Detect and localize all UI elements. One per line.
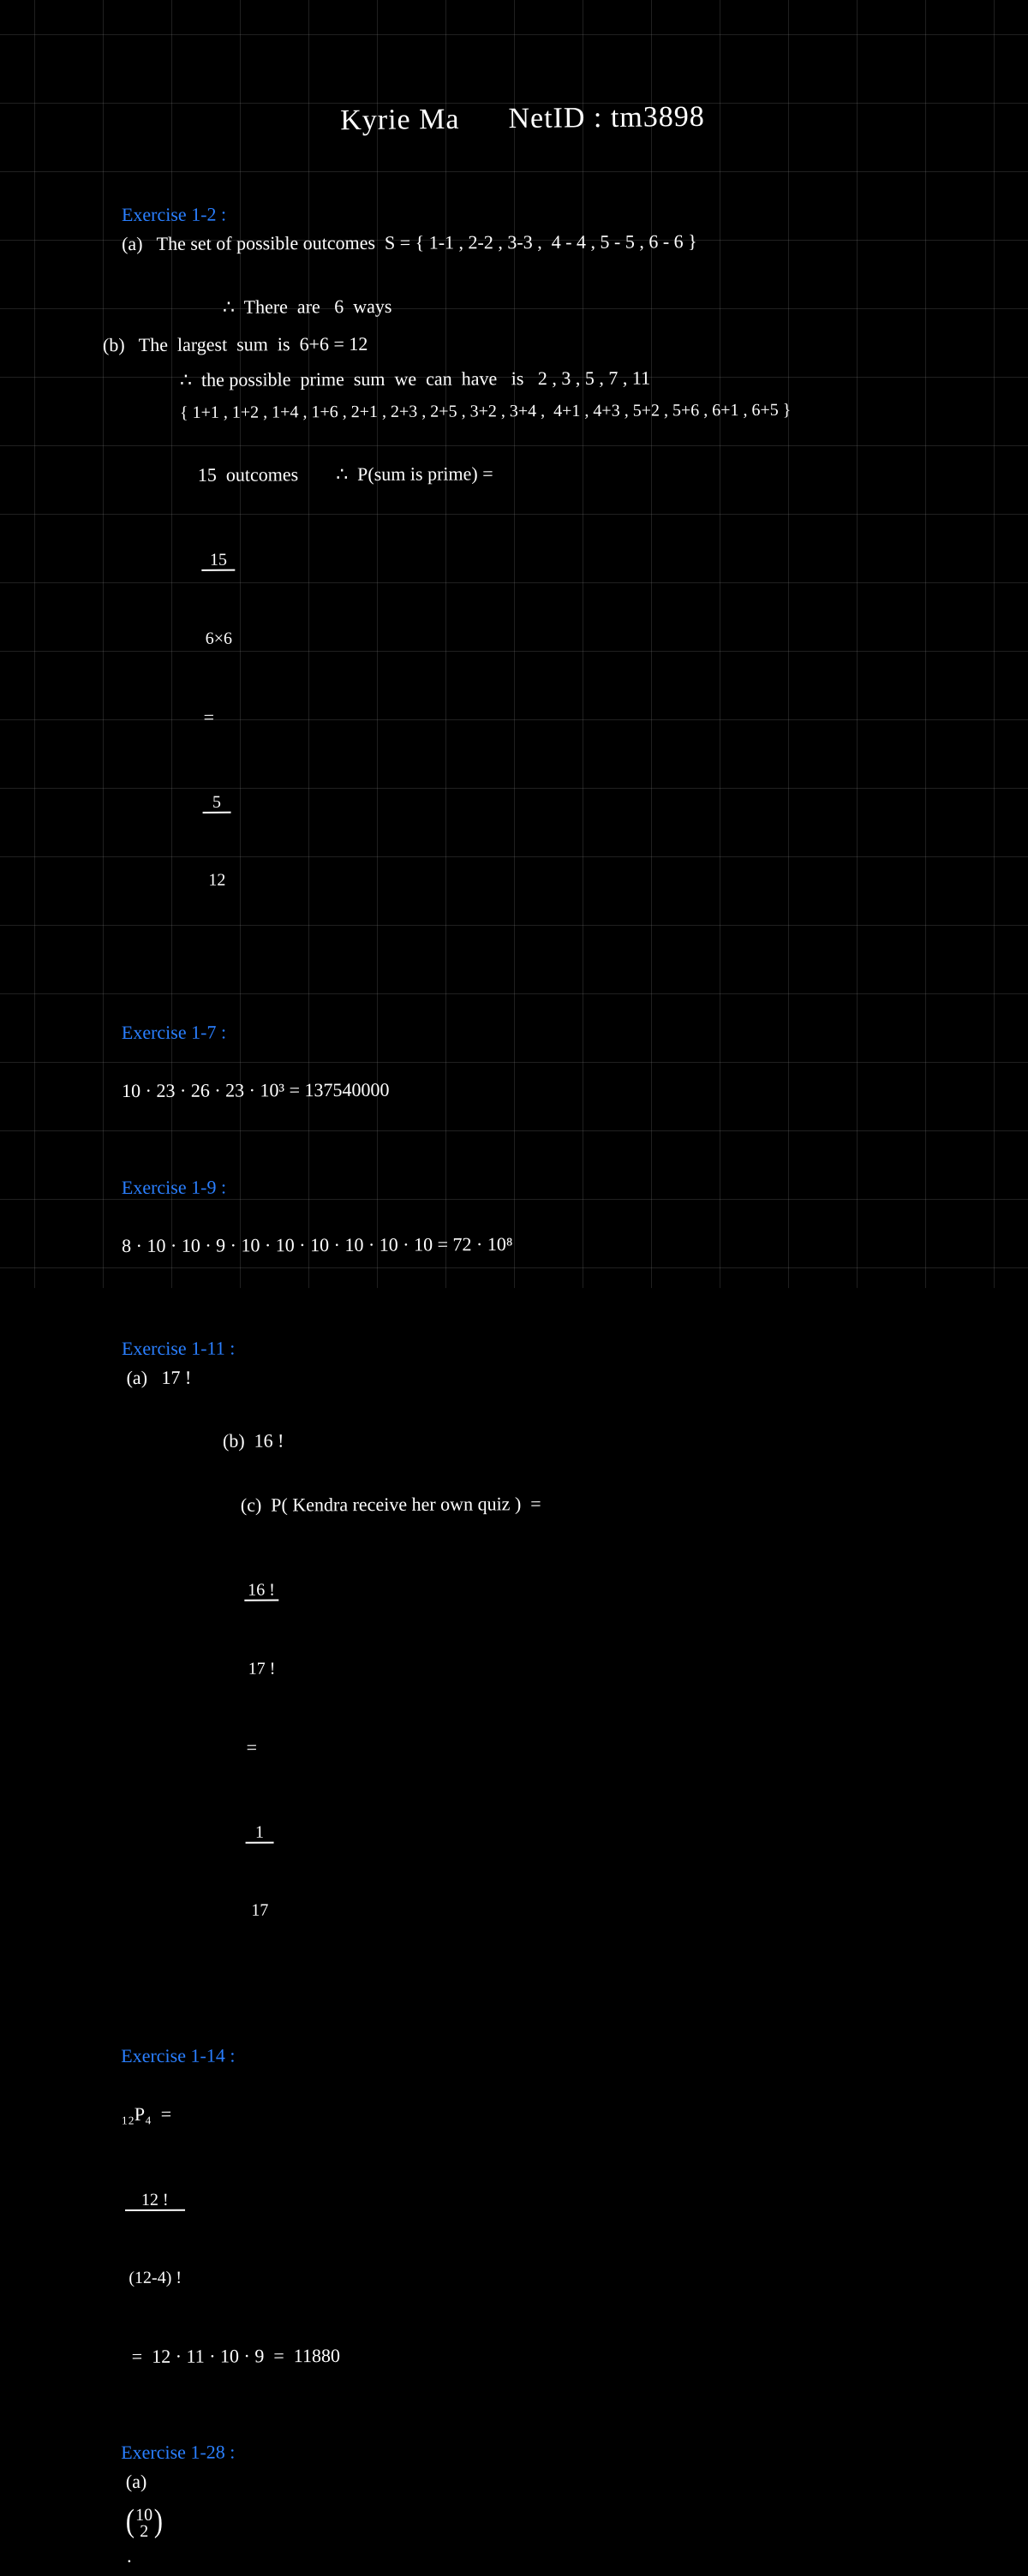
ex-1-2-b1: (b) The largest sum is 6+6 = 12 [103,327,942,360]
ex-1-2-a-text: (a) The set of possible outcomes S = { 1… [122,230,697,254]
handwritten-page: Kyrie Ma NetID : tm3898 Exercise 1-2 : (… [103,103,942,2576]
ex-1-11-c: (c) P( Kendra receive her own quiz ) = 1… [222,1458,944,2004]
ex-1-7-label: Exercise 1-7 : [122,1022,226,1044]
ex-1-11-a: Exercise 1-11 : (a) 17 ! [103,1302,943,1422]
ex-1-11-a-text: (a) 17 ! [127,1367,192,1388]
ex-1-2-b3: 15 outcomes ∴ P(sum is prime) = 15 6×6 =… [179,428,944,974]
fraction: 1 17 [245,1765,274,1978]
ex-1-9-text: 8 · 10 · 10 · 9 · 10 · 10 · 10 · 10 · 10… [122,1233,512,1256]
ex-1-2-set: { 1+1 , 1+2 , 1+4 , 1+6 , 2+1 , 2+3 , 2+… [180,397,942,426]
ex-1-14-label: Exercise 1-14 : [121,2045,235,2067]
ex-1-2-a2: ∴ There are 6 ways [223,290,942,323]
ex-1-14-lead: ₁₂P₄ = [121,2103,181,2125]
ex-1-11-label: Exercise 1-11 : [122,1338,235,1360]
ex-1-11-c-lead: (c) P( Kendra receive her own quiz ) = [241,1493,551,1516]
fraction: 5 12 [202,735,231,948]
ex-1-14: Exercise 1-14 : ₁₂P₄ = 12 ! (12-4) ! = 1… [102,2009,943,2400]
ex-1-2-label: Exercise 1-2 : [122,204,226,226]
student-header: Kyrie Ma NetID : tm3898 [103,98,942,140]
ex-1-11-b: (b) 16 ! [223,1424,942,1457]
student-name: Kyrie Ma [340,104,460,136]
ex-1-7-text: 10 · 23 · 26 · 23 · 10³ = 137540000 [122,1079,389,1101]
ex-1-28-a: Exercise 1-28 : (a) 102 · 202 = 10 !(10-… [102,2406,943,2576]
ex-1-7: Exercise 1-7 : 10 · 23 · 26 · 23 · 10³ =… [103,986,943,1136]
ex-1-2-b2: ∴ the possible prime sum we can have is … [180,362,942,395]
ex-1-14-tail: = 12 · 11 · 10 · 9 = 11880 [123,2345,340,2367]
ex-1-2-b3-lead: 15 outcomes ∴ P(sum is prime) = [198,462,498,486]
fraction: 12 ! (12-4) ! [125,2132,186,2346]
ex-1-28-label: Exercise 1-28 : [121,2442,235,2464]
binom: 102 [124,2498,164,2549]
ex-1-2-a: Exercise 1-2 : (a) The set of possible o… [103,168,943,289]
fraction: 15 6×6 [201,493,236,707]
fraction: 16 ! 17 ! [244,1523,279,1736]
ex-1-9-label: Exercise 1-9 : [122,1176,226,1198]
ex-1-9: Exercise 1-9 : 8 · 10 · 10 · 9 · 10 · 10… [103,1140,943,1290]
student-netid: NetID : tm3898 [508,101,705,134]
